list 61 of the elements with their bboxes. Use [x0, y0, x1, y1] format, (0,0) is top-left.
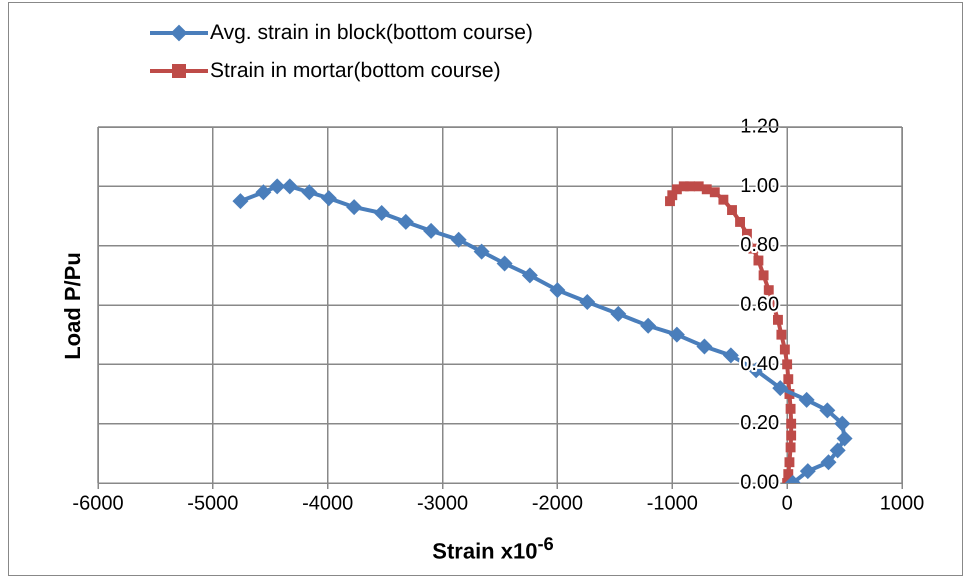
legend-label: Avg. strain in block(bottom course): [210, 21, 533, 45]
point: [834, 416, 850, 432]
point: [783, 374, 794, 384]
point: [522, 267, 538, 284]
x-tick-label: -6000: [72, 492, 124, 515]
point: [784, 457, 794, 468]
point: [735, 216, 745, 227]
point: [255, 184, 272, 200]
point: [798, 392, 815, 408]
point: [836, 430, 853, 446]
point: [374, 205, 390, 222]
point: [786, 430, 796, 440]
point: [830, 442, 846, 458]
point: [232, 193, 248, 210]
point: [786, 418, 796, 429]
point: [820, 454, 836, 470]
x-tick-label: 0: [782, 492, 793, 515]
x-tick-label: -2000: [532, 492, 584, 515]
point: [819, 402, 836, 418]
point: [640, 318, 656, 334]
point: [786, 404, 796, 414]
y-tick-label: 1.00: [740, 174, 780, 197]
point: [727, 205, 737, 216]
point: [398, 214, 414, 230]
y-tick-label: 0.00: [740, 472, 780, 494]
x-tick-label: -4000: [302, 492, 354, 515]
point: [610, 306, 626, 322]
y-tick-label: 0.20: [740, 412, 780, 434]
point: [696, 338, 712, 355]
point: [282, 178, 298, 194]
y-axis-title: Load P/Pu: [60, 252, 86, 360]
point: [668, 326, 685, 343]
point: [579, 294, 596, 310]
point: [776, 330, 786, 340]
point: [764, 285, 774, 296]
point: [758, 270, 769, 280]
point: [665, 196, 675, 206]
point: [772, 380, 788, 396]
point: [269, 178, 286, 194]
point: [753, 256, 764, 266]
point: [450, 232, 467, 248]
point: [722, 347, 739, 364]
legend-label: Strain in mortar(bottom course): [210, 59, 501, 83]
x-axis-title: Strain x10$^{-6}$: [431, 533, 555, 564]
point: [800, 463, 816, 480]
point: [423, 222, 440, 239]
point: [782, 359, 792, 370]
point: [320, 190, 337, 206]
x-tick-label: -1000: [646, 492, 698, 515]
point: [549, 282, 566, 298]
point: [786, 442, 796, 452]
x-tick-label: 1000: [880, 492, 924, 515]
x-tick-label: -5000: [187, 492, 238, 515]
point: [773, 314, 783, 325]
point: [301, 184, 318, 200]
point: [780, 344, 790, 354]
point: [718, 194, 728, 205]
x-tick-label: -3000: [416, 492, 468, 515]
point: [496, 255, 513, 272]
point: [346, 199, 362, 216]
point: [474, 244, 490, 260]
